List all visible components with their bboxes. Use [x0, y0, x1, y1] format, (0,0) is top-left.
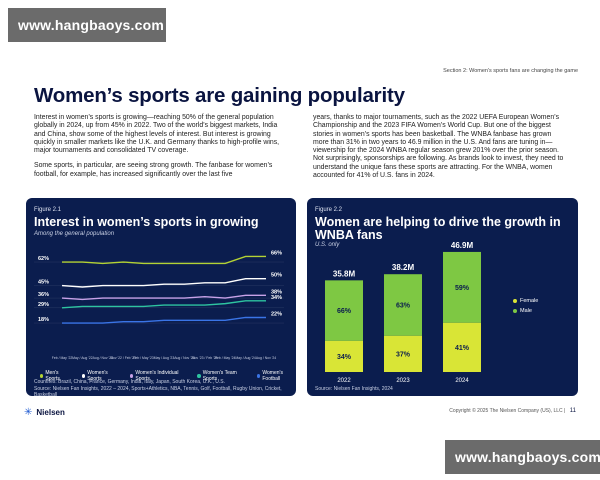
start-label: 18% — [38, 317, 49, 323]
bar-segment-female — [325, 340, 363, 372]
legend-dot — [130, 374, 134, 378]
legend-label: Women's Individual Sports — [135, 370, 179, 382]
nielsen-logo-icon: ✳ — [24, 407, 33, 418]
body-column-right: years, thanks to major tournaments, such… — [313, 114, 565, 187]
bar-segment-male — [384, 274, 422, 336]
start-label: 45% — [38, 280, 49, 286]
source-line: Countries: Brazil, China, France, German… — [34, 379, 226, 385]
male-share-label: 66% — [337, 308, 352, 315]
bar-segment-male — [443, 251, 481, 323]
end-label: 66% — [271, 250, 282, 256]
brand-name: Nielsen — [36, 408, 65, 417]
nielsen-logo: ✳ Nielsen — [24, 407, 65, 418]
legend-dot — [513, 299, 517, 303]
legend-item: Women's Individual Sports — [130, 370, 185, 382]
end-label: 38% — [271, 289, 282, 295]
figure-subtitle: Among the general population — [34, 231, 115, 237]
body-paragraph: years, thanks to major tournaments, such… — [313, 114, 564, 180]
x-category-label: 2024 — [455, 378, 469, 384]
figure-2-2-panel: Figure 2.2 Women are helping to drive th… — [307, 198, 578, 396]
legend-label: Women's Football — [262, 370, 283, 382]
figure-2-1-panel: Figure 2.1 Interest in women’s sports in… — [26, 198, 296, 399]
bar-total-label: 35.8M — [333, 269, 356, 278]
legend-dot — [513, 309, 517, 313]
bar-chart-legend: Female Male — [513, 298, 538, 318]
legend-dot — [197, 374, 201, 378]
legend-item: Female — [513, 298, 538, 304]
figure-subtitle: U.S. only — [315, 242, 340, 248]
body-column-left: Interest in women’s sports is growing—re… — [34, 114, 286, 186]
x-tick-label: Feb / May '22 — [52, 356, 73, 360]
x-tick-label: Aug / Nov '22 — [93, 356, 113, 360]
legend-dot — [40, 374, 44, 378]
series-line-3 — [61, 300, 266, 309]
female-share-label: 37% — [396, 351, 411, 358]
end-label: 34% — [271, 295, 282, 301]
section-label: Section 2: Women's sports fans are chang… — [443, 68, 578, 74]
figure-source: Countries: Brazil, China, France, German… — [34, 379, 296, 399]
legend-label: Female — [520, 298, 539, 304]
male-share-label: 59% — [455, 285, 470, 292]
footer-separator: | — [564, 408, 566, 414]
legend-item: Women's Sports — [81, 370, 118, 382]
x-tick-label: Feb / May '24 — [215, 356, 236, 360]
bar-segment-male — [325, 280, 363, 341]
line-chart-legend: Men's Sports Women's Sports Women's Indivi… — [40, 370, 296, 382]
footer-copyright: Copyright © 2025 The Nielsen Company (US… — [449, 408, 576, 414]
watermark-bottom: www.hangbaoys.com — [445, 440, 600, 474]
start-label: 36% — [38, 292, 49, 298]
bar-total-label: 46.9M — [451, 241, 474, 250]
figure-label: Figure 2.1 — [34, 207, 62, 213]
female-share-label: 34% — [337, 354, 352, 361]
end-label: 50% — [271, 273, 282, 279]
bar-segment-female — [384, 335, 422, 372]
figure-title: Interest in women’s sports in growing — [34, 215, 259, 229]
x-tick-label: May / Aug '23 — [154, 356, 175, 360]
x-tick-label: Aug / Nov '23 — [174, 356, 194, 360]
series-line-0 — [62, 255, 266, 265]
bar-total-label: 38.2M — [392, 263, 415, 272]
x-tick-label: Nov '23 / Feb '24 — [192, 356, 218, 360]
x-category-label: 2022 — [337, 378, 351, 384]
body-paragraph: Interest in women’s sports is growing—re… — [34, 114, 280, 155]
series-line-4 — [62, 316, 266, 324]
x-tick-label: May / Aug '24 — [235, 356, 256, 360]
start-label: 62% — [38, 256, 49, 262]
figure-source: Source: Nielsen Fan Insights, 2024 — [315, 386, 393, 392]
x-tick-label: May / Aug '22 — [72, 356, 93, 360]
legend-dot — [81, 374, 86, 378]
male-share-label: 63% — [396, 303, 411, 310]
line-chart: 62% 66% 45% 50% 36% 38% 29% 34% 18% 22% Feb / May … — [34, 250, 284, 360]
legend-label: Men's Sports — [45, 370, 60, 382]
legend-label: Women's Team Sports — [202, 370, 237, 382]
legend-item: Men's Sports — [40, 370, 70, 382]
legend-label: Male — [520, 308, 532, 314]
source-line: Source: Nielsen Fan Insights, 2022 – 202… — [34, 385, 282, 399]
page-title: Women’s sports are gaining popularity — [34, 84, 405, 107]
legend-item: Male — [513, 308, 538, 314]
series-line-2 — [61, 294, 266, 301]
end-label: 22% — [271, 311, 282, 317]
start-label: 29% — [38, 302, 49, 308]
x-category-label: 2023 — [396, 378, 410, 384]
legend-label: Women's Sports — [87, 370, 108, 382]
bar-segment-female — [443, 322, 481, 372]
x-tick-label: Nov '22 / Feb '23 — [110, 356, 136, 360]
legend-dot — [257, 374, 261, 378]
x-tick-label: Aug / Nov '24 — [256, 356, 276, 360]
legend-item: Women's Football — [257, 370, 296, 382]
figure-label: Figure 2.2 — [315, 207, 343, 213]
figure-title: Women are helping to drive the growth in… — [315, 215, 561, 242]
copyright-text: Copyright © 2025 The Nielsen Company (US… — [449, 408, 563, 414]
body-paragraph: Some sports, in particular, are seeing s… — [34, 162, 273, 178]
x-tick-label: Feb / May '23 — [133, 356, 154, 360]
watermark-top: www.hangbaoys.com — [8, 8, 166, 42]
series-line-1 — [61, 277, 266, 288]
page-number: 11 — [569, 408, 576, 414]
bar-chart: 66% 34% 35.8M 2022 63% 37% 38.2M 2023 59% 41% 46.9… — [325, 241, 481, 384]
legend-item: Women's Team Sports — [197, 370, 245, 382]
female-share-label: 41% — [455, 345, 470, 352]
